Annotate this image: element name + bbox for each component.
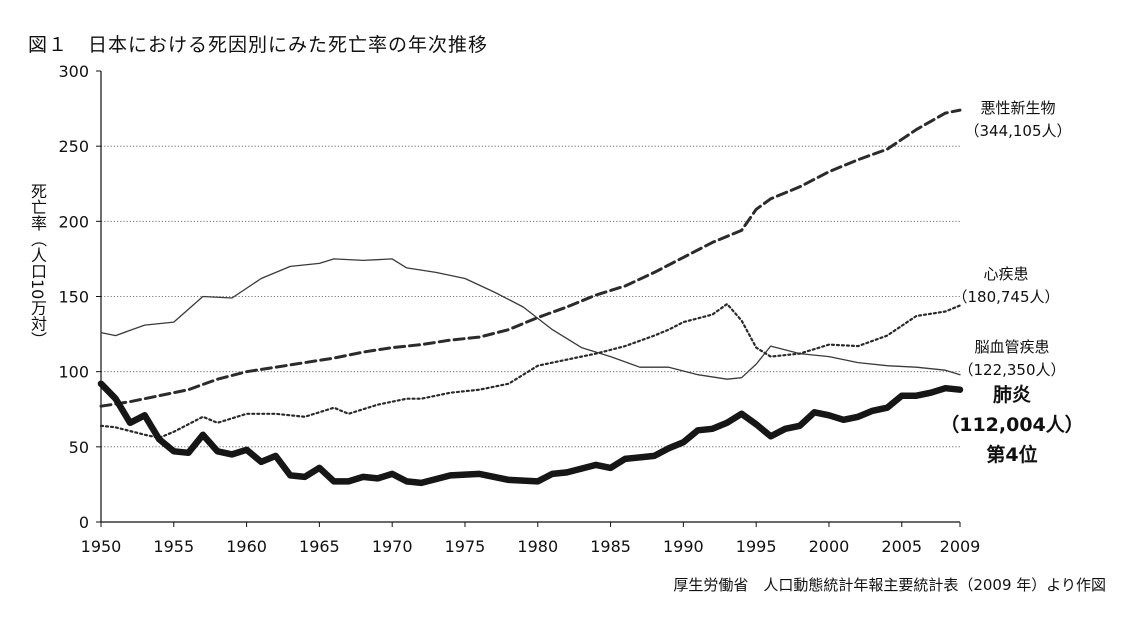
x-tick-label-1965: 1965 <box>299 537 340 556</box>
label-haien: 肺炎 <box>993 384 1031 406</box>
x-tick-label-1980: 1980 <box>517 537 558 556</box>
x-tick-label-2005: 2005 <box>881 537 922 556</box>
x-tick-label-1950: 1950 <box>81 537 122 556</box>
label-akusei: 悪性新生物 <box>980 99 1055 117</box>
label-shinshikkan: 心疾患 <box>983 265 1028 283</box>
y-axis-label: 死亡率（人口10万対） <box>28 183 47 348</box>
x-tick-label-1970: 1970 <box>372 537 413 556</box>
grid-lines <box>101 145 960 448</box>
series-line-1 <box>100 258 961 380</box>
y-tick-label-50: 50 <box>69 438 89 457</box>
series-lines <box>97 108 964 487</box>
y-tick-label-250: 250 <box>58 137 89 156</box>
chart-title: 図１ 日本における死因別にみた死亡率の年次推移 <box>28 34 489 56</box>
count-akusei: （344,105人） <box>964 122 1071 140</box>
y-tick-label-100: 100 <box>58 363 89 382</box>
x-tick-label-1975: 1975 <box>445 537 486 556</box>
y-tick-label-300: 300 <box>58 62 89 81</box>
x-tick-label-1985: 1985 <box>590 537 631 556</box>
x-tick-label-1995: 1995 <box>736 537 777 556</box>
label-noukekkan: 脳血管疾患 <box>974 338 1049 356</box>
count-shinshikkan: （180,745人） <box>952 288 1059 306</box>
series-line-2 <box>99 302 962 439</box>
x-tick-label-1990: 1990 <box>663 537 704 556</box>
series-line-0 <box>99 108 962 408</box>
x-tick-label-1955: 1955 <box>153 537 194 556</box>
x-tick-label-1960: 1960 <box>226 537 267 556</box>
rank-haien: 第4位 <box>986 443 1037 466</box>
y-tick-labels: 0 50 100 150 200 250 300 <box>58 62 101 532</box>
x-tick-label-2000: 2000 <box>809 537 850 556</box>
x-tick-label-2009: 2009 <box>940 537 981 556</box>
series-line-3 <box>97 380 964 487</box>
y-tick-label-200: 200 <box>58 212 89 231</box>
count-haien: （112,004人） <box>940 413 1084 436</box>
y-tick-label-0: 0 <box>79 513 89 532</box>
y-tick-label-150: 150 <box>58 288 89 307</box>
source-note: 厚生労働省 人口動態統計年報主要統計表（2009 年）より作図 <box>673 576 1106 594</box>
x-tick-labels: 1950 1955 1960 1965 1970 1975 1980 1985 1990 1995… <box>81 522 981 556</box>
count-noukekkan: （122,350人） <box>958 361 1065 379</box>
